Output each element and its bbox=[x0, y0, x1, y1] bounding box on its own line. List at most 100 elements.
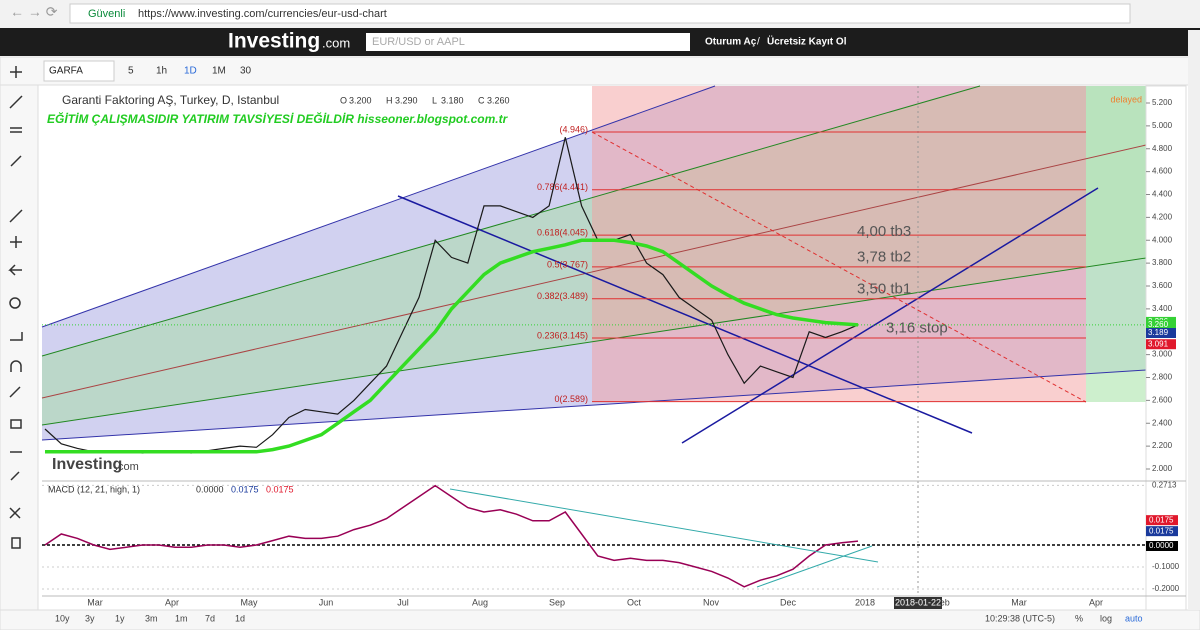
x-tick-label: Nov bbox=[703, 597, 720, 607]
y-tick-label: 4.000 bbox=[1152, 235, 1173, 244]
macd-badge-label: 0.0175 bbox=[1149, 515, 1174, 524]
range-button[interactable]: 1d bbox=[235, 613, 245, 623]
url[interactable]: https://www.investing.com/currencies/eur… bbox=[138, 8, 387, 20]
macd-trend bbox=[449, 488, 879, 563]
macd-badge bbox=[1146, 526, 1178, 537]
y-tick-label: 2.800 bbox=[1152, 373, 1173, 382]
bottom-bar bbox=[0, 609, 1200, 630]
macd-badge bbox=[1146, 515, 1178, 526]
target-label: 3,50 tb1 bbox=[857, 280, 911, 297]
price-badge-label: 3.091 bbox=[1148, 339, 1169, 348]
y-tick-label: 4.400 bbox=[1152, 190, 1173, 199]
x-tick-label: Jun bbox=[319, 597, 334, 607]
fib-label: 0.786(4.441) bbox=[537, 182, 588, 192]
range-button[interactable]: 10y bbox=[55, 613, 70, 623]
fib-label: 0.236(3.145) bbox=[537, 330, 588, 340]
search-box[interactable] bbox=[366, 33, 690, 51]
symbol-box[interactable] bbox=[43, 60, 115, 82]
tool-icons[interactable] bbox=[8, 66, 23, 549]
fib-label: (4.946) bbox=[559, 124, 588, 134]
scale-option[interactable]: auto bbox=[1125, 613, 1143, 623]
scrollbar[interactable] bbox=[1188, 30, 1200, 610]
macd-tick-label: 0.2713 bbox=[1152, 480, 1177, 489]
chart-toolbar bbox=[0, 56, 1200, 86]
x-tick-label: Dec bbox=[780, 597, 797, 607]
x-tick-label: Apr bbox=[1089, 597, 1103, 607]
x-tick-label: Jul bbox=[397, 597, 409, 607]
ohlc: C bbox=[478, 95, 485, 105]
y-tick-label: 2.600 bbox=[1152, 395, 1173, 404]
macd-badge-label: 0.0000 bbox=[1149, 541, 1174, 550]
scale-option[interactable]: log bbox=[1100, 613, 1112, 623]
range-button[interactable]: 1y bbox=[115, 613, 125, 623]
y-tick-label: 2.400 bbox=[1152, 418, 1173, 427]
login[interactable]: Oturum Aç bbox=[705, 37, 757, 48]
macd-readout: 0.0175 bbox=[266, 484, 294, 494]
price-badge-label: 3.260 bbox=[1148, 320, 1169, 329]
x-tick-label: Apr bbox=[165, 597, 179, 607]
fib-label: 0.382(3.489) bbox=[537, 291, 588, 301]
y-tick-label: 4.200 bbox=[1152, 212, 1173, 221]
y-tick-label: 3.600 bbox=[1152, 281, 1173, 290]
x-tick-label: Mar bbox=[1011, 597, 1027, 607]
interval[interactable]: 1D bbox=[184, 66, 197, 77]
interval[interactable]: 5 bbox=[128, 66, 134, 77]
pitchfork-lines bbox=[41, 85, 1147, 441]
search-placeholder: EUR/USD or AAPL bbox=[372, 36, 465, 48]
macd-badge-label: 0.0175 bbox=[1149, 526, 1174, 535]
projection-zone bbox=[1086, 86, 1146, 402]
secure-label: Güvenli bbox=[88, 8, 125, 20]
x-tick-label: May bbox=[240, 597, 258, 607]
macd-badge bbox=[1146, 541, 1178, 551]
logo[interactable]: Investing bbox=[228, 30, 320, 53]
chart-title: Garanti Faktoring AŞ, Turkey, D, Istanbu… bbox=[62, 93, 279, 107]
trend-line bbox=[397, 195, 973, 434]
signup[interactable]: Ücretsiz Kayıt Ol bbox=[767, 35, 847, 48]
ohlc: 3.260 bbox=[487, 95, 510, 105]
interval[interactable]: 30 bbox=[240, 66, 252, 77]
interval[interactable]: 1h bbox=[156, 66, 167, 77]
x-tick-label: 2018 bbox=[855, 597, 875, 607]
range-button[interactable]: 1m bbox=[175, 613, 188, 623]
y-tick-label: 2.200 bbox=[1152, 441, 1173, 450]
target-label: 4,00 tb3 bbox=[857, 223, 911, 240]
price-badge bbox=[1146, 328, 1176, 339]
macd-trend bbox=[756, 545, 873, 588]
range-button[interactable]: 3y bbox=[85, 613, 95, 623]
macd-tick-label: -0.2000 bbox=[1152, 584, 1180, 593]
y-tick-label: 4.600 bbox=[1152, 167, 1173, 176]
left-tools bbox=[0, 84, 39, 611]
fib-label: 0.5(3.767) bbox=[547, 259, 588, 269]
y-tick-label: 3.800 bbox=[1152, 258, 1173, 267]
scale-option[interactable]: % bbox=[1075, 613, 1083, 623]
watermark-suffix: .com bbox=[115, 461, 139, 473]
watermark: Investing bbox=[52, 456, 122, 473]
notice: EĞİTİM ÇALIŞMASIDIR YATIRIM TAVSİYESİ DE… bbox=[47, 111, 509, 126]
range-button[interactable]: 3m bbox=[145, 613, 158, 623]
nav-buttons[interactable]: ← → ⟳ bbox=[10, 4, 58, 20]
y-tick-label: 5.200 bbox=[1152, 98, 1173, 107]
cursor-box bbox=[894, 597, 942, 609]
interval[interactable]: 1M bbox=[212, 66, 226, 77]
fib-zone bbox=[592, 86, 1086, 402]
range-button[interactable]: 7d bbox=[205, 613, 215, 623]
delayed: delayed bbox=[1110, 94, 1142, 104]
ohlc: 3.180 bbox=[441, 95, 464, 105]
trend-line bbox=[681, 187, 1099, 444]
fib-label: 0.618(4.045) bbox=[537, 227, 588, 237]
y-tick-label: 5.000 bbox=[1152, 121, 1173, 130]
y-tick-label: 2.000 bbox=[1152, 464, 1173, 473]
logo-suffix: .com bbox=[322, 35, 350, 50]
y-tick-label: 4.800 bbox=[1152, 144, 1173, 153]
x-tick-label: Mar bbox=[87, 597, 103, 607]
symbol: GARFA bbox=[49, 66, 83, 77]
clock: 10:29:38 (UTC-5) bbox=[985, 613, 1055, 623]
price-badge bbox=[1146, 319, 1176, 330]
x-tick-label: Aug bbox=[472, 597, 488, 607]
separator: / bbox=[757, 37, 760, 48]
address-bar[interactable] bbox=[69, 3, 1131, 24]
macd-readout: 0.0175 bbox=[231, 484, 259, 494]
macd-line bbox=[44, 484, 859, 588]
